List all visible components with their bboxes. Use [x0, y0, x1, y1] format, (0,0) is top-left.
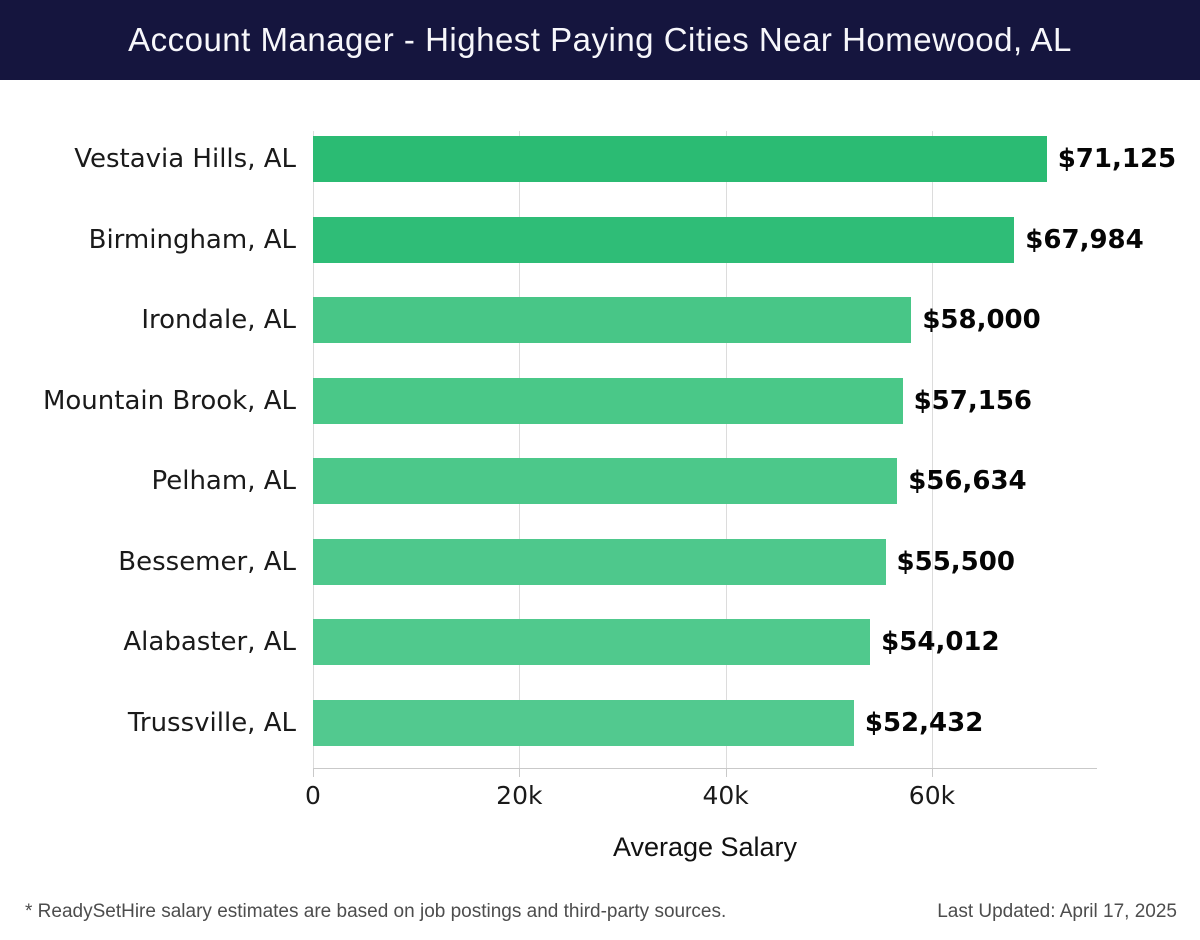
x-tick-label-20k: 20k — [496, 781, 543, 810]
x-axis-title: Average Salary — [612, 832, 798, 862]
bar — [313, 538, 886, 585]
bar — [313, 619, 871, 666]
value-label: $56,634 — [908, 466, 1027, 497]
bar — [313, 216, 1015, 263]
plot-area — [313, 131, 1097, 769]
value-label: $71,125 — [1057, 144, 1177, 175]
bar-row: Pelham, AL $56,634 — [0, 441, 1097, 522]
x-tick-label-0: 0 — [305, 781, 321, 810]
bar — [313, 136, 1047, 183]
bar-row: Vestavia Hills, AL $71,125 — [0, 119, 1176, 200]
x-tick-mark-40k — [725, 768, 727, 777]
value-label: $67,984 — [1025, 224, 1144, 255]
bar-track: $71,125 — [313, 119, 1176, 200]
category-label: Birmingham, AL — [88, 224, 296, 255]
bar-track: $57,156 — [313, 361, 1097, 442]
gridline-60k — [931, 131, 933, 768]
last-updated-label: Last Updated: April 17, 2025 — [937, 901, 1177, 922]
value-label: $58,000 — [922, 305, 1041, 336]
bar — [313, 297, 912, 344]
bar-row: Irondale, AL $58,000 — [0, 280, 1097, 361]
bar-row: Trussville, AL $52,432 — [0, 683, 1097, 764]
value-label: $52,432 — [864, 707, 984, 738]
category-label: Mountain Brook, AL — [42, 385, 296, 416]
x-axis: 0 20k 40k 60k — [305, 768, 1097, 810]
bar-row: Birmingham, AL $67,984 — [0, 200, 1144, 281]
category-label: Bessemer, AL — [118, 546, 296, 577]
source-disclaimer: * ReadySetHire salary estimates are base… — [25, 901, 727, 922]
category-label: Trussville, AL — [127, 707, 296, 738]
value-label: $54,012 — [881, 627, 1000, 658]
bar-rows: Vestavia Hills, AL $71,125 Birmingham, AL $… — [0, 119, 1176, 764]
bar-row: Bessemer, AL $55,500 — [0, 522, 1097, 603]
bar-track: $52,432 — [313, 683, 1097, 764]
value-label: $55,500 — [896, 546, 1015, 577]
bar-track: $58,000 — [313, 280, 1097, 361]
title-bar: Account Manager - Highest Paying Cities … — [0, 0, 1200, 80]
bar-track: $54,012 — [313, 602, 1097, 683]
bar-row: Alabaster, AL $54,012 — [0, 602, 1097, 683]
gridline-40k — [725, 131, 727, 768]
category-label: Alabaster, AL — [123, 627, 296, 658]
category-label: Pelham, AL — [151, 466, 296, 497]
value-label: $57,156 — [913, 385, 1033, 416]
bar-row: Mountain Brook, AL $57,156 — [0, 361, 1097, 442]
x-tick-label-60k: 60k — [908, 781, 956, 810]
bar — [313, 377, 903, 424]
bar-track: $55,500 — [313, 522, 1097, 603]
bar-track: $67,984 — [313, 200, 1144, 281]
x-tick-mark-20k — [519, 768, 521, 777]
category-label: Irondale, AL — [141, 305, 296, 336]
x-tick-mark-0 — [313, 768, 314, 777]
gridline-20k — [519, 131, 521, 768]
bar — [313, 699, 854, 746]
bar — [313, 458, 898, 505]
x-tick-label-40k: 40k — [702, 781, 749, 810]
gridline-0 — [313, 131, 314, 768]
page-title: Account Manager - Highest Paying Cities … — [128, 21, 1072, 58]
bar-track: $56,634 — [313, 441, 1097, 522]
x-tick-mark-60k — [931, 768, 933, 777]
category-label: Vestavia Hills, AL — [74, 144, 296, 175]
